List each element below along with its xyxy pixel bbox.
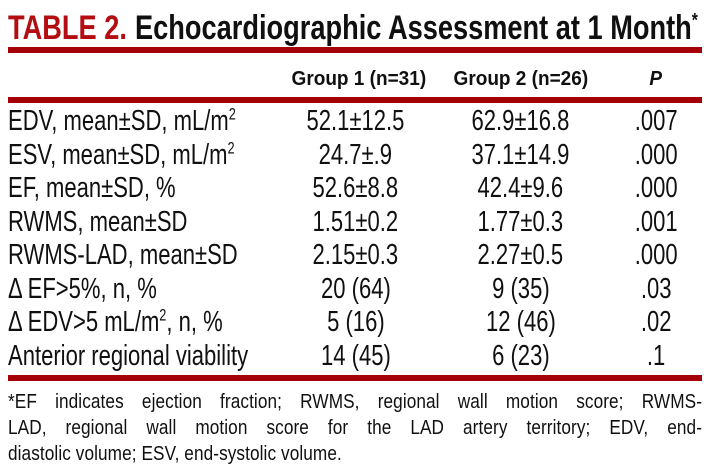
group1-value: 20 (64) [320, 272, 391, 305]
footnote-line: LAD, regional wall motion score for the … [8, 417, 703, 439]
header-group2: Group 2 (n=26) [453, 68, 588, 90]
table-row: RWMS-LAD, mean±SD 2.15±0.3 2.27±0.5 .000 [8, 239, 702, 273]
group1-value: 14 (45) [320, 339, 391, 372]
table-row: Δ EDV>5 mL/m2, n, % 5 (16) 12 (46) .02 [8, 306, 702, 340]
table-row: RWMS, mean±SD 1.51±0.2 1.77±0.3 .001 [8, 206, 702, 240]
row-label: ESV, mean±SD, mL/m2 [8, 138, 235, 171]
footnote-line: *EF indicates ejection fraction; RWMS, r… [8, 391, 703, 413]
superscript: 2 [228, 104, 236, 124]
row-label: RWMS-LAD, mean±SD [8, 239, 238, 272]
table-row: EDV, mean±SD, mL/m2 52.1±12.5 62.9±16.8 … [8, 105, 702, 139]
top-rule [8, 47, 702, 53]
header-group1: Group 1 (n=31) [291, 68, 427, 90]
group2-value: 62.9±16.8 [471, 105, 570, 138]
row-label: EDV, mean±SD, mL/m2 [8, 104, 236, 138]
group1-value: 2.15±0.3 [312, 239, 399, 272]
group2-value: 6 (23) [491, 339, 550, 372]
group1-value: 24.7±.9 [318, 138, 393, 171]
bottom-rule [8, 375, 702, 381]
table-number-label: TABLE 2. [8, 9, 127, 47]
group1-value: 1.51±0.2 [312, 205, 399, 238]
p-value: .007 [634, 105, 678, 138]
p-value: .03 [640, 272, 672, 305]
table-title: TABLE 2. Echocardiographic Assessment at … [8, 0, 702, 47]
footnote-line: diastolic volume; ESV, end-systolic volu… [8, 443, 342, 465]
group2-value: 9 (35) [491, 272, 550, 305]
table-footnote: *EF indicates ejection fraction; RWMS, r… [8, 389, 702, 467]
row-label: EF, mean±SD, % [8, 172, 176, 205]
row-label: Δ EDV>5 mL/m2, n, % [8, 305, 223, 339]
header-rule [8, 97, 702, 103]
p-value: .000 [634, 138, 678, 171]
group1-value: 5 (16) [326, 306, 385, 339]
table-row: ESV, mean±SD, mL/m2 24.7±.9 37.1±14.9 .0… [8, 139, 702, 173]
table-title-text: Echocardiographic Assessment at 1 Month [135, 9, 692, 47]
group2-value: 37.1±14.9 [471, 138, 570, 171]
superscript: 2 [159, 305, 167, 325]
group1-value: 52.6±8.8 [312, 172, 399, 205]
p-value: .1 [646, 339, 666, 372]
p-value: .000 [634, 172, 678, 205]
table-row: Δ EF>5%, n, % 20 (64) 9 (35) .03 [8, 273, 702, 307]
row-label: RWMS, mean±SD [8, 205, 188, 238]
row-label: Anterior regional viability [8, 339, 249, 372]
table-row: Anterior regional viability 14 (45) 6 (2… [8, 340, 702, 374]
group2-value: 42.4±9.6 [477, 172, 564, 205]
group2-value: 1.77±0.3 [477, 205, 564, 238]
superscript: 2 [227, 138, 235, 158]
p-value: .000 [634, 239, 678, 272]
table-title-inner: TABLE 2. Echocardiographic Assessment at … [8, 9, 698, 48]
p-value: .001 [634, 205, 678, 238]
row-label: Δ EF>5%, n, % [8, 272, 157, 305]
header-p-value: P [649, 68, 663, 90]
table-body: EDV, mean±SD, mL/m2 52.1±12.5 62.9±16.8 … [8, 103, 702, 375]
group2-value: 2.27±0.5 [477, 239, 564, 272]
table-row: EF, mean±SD, % 52.6±8.8 42.4±9.6 .000 [8, 172, 702, 206]
column-header-row: Group 1 (n=31) Group 2 (n=26) P [8, 53, 702, 97]
group1-value: 52.1±12.5 [306, 105, 405, 138]
p-value: .02 [640, 306, 672, 339]
group2-value: 12 (46) [485, 306, 556, 339]
title-footnote-marker: * [691, 9, 698, 32]
